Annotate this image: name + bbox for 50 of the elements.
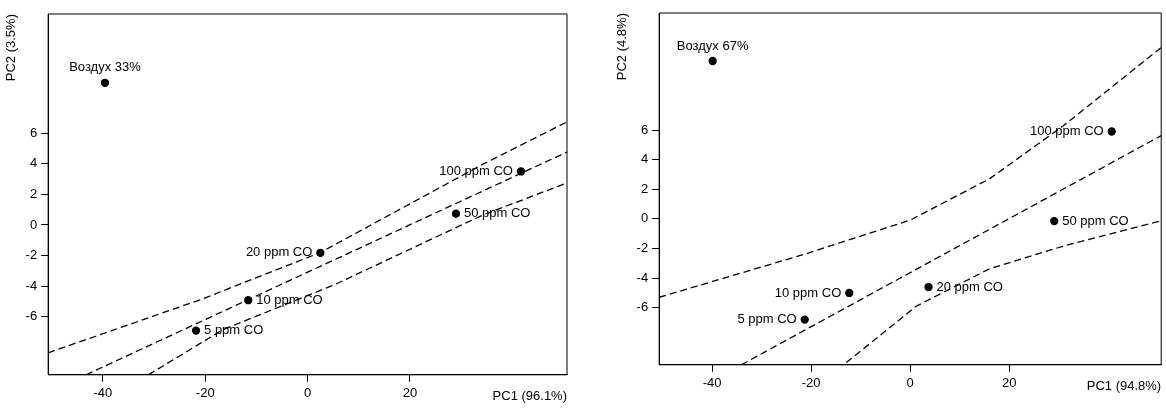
- annotation: 5 ppm CO: [204, 322, 264, 338]
- y-tick-label: -6: [636, 299, 649, 315]
- y-tick-label: -6: [25, 308, 38, 324]
- annotation: 5 ppm CO: [737, 311, 797, 327]
- annotation: 10 ppm CO: [774, 284, 842, 300]
- annotation: 20 ppm CO: [936, 278, 1003, 294]
- annotation: 100 ppm CO: [439, 163, 513, 179]
- x-axis-title: PC1 (96.1%): [492, 387, 567, 403]
- x-tick-label: 0: [303, 385, 312, 401]
- y-tick-label: 2: [29, 185, 38, 201]
- x-tick-label: -40: [702, 375, 722, 391]
- annotation: 100 ppm CO: [1029, 123, 1104, 139]
- y-tick-label: 6: [29, 124, 38, 140]
- y-tick-label: 4: [640, 151, 649, 167]
- annotation: Воздух 33%: [69, 59, 142, 75]
- x-tick-label: 20: [402, 385, 418, 401]
- annotation: 10 ppm CO: [256, 291, 323, 307]
- annotation: 50 ppm CO: [1062, 212, 1129, 228]
- point: [316, 248, 325, 257]
- y-tick-label: -4: [25, 277, 38, 293]
- y-axis-title: PC2 (3.5%): [3, 14, 19, 82]
- x-axis-title: PC1 (94.8%): [1086, 377, 1162, 393]
- annotation: Воздух 67%: [676, 37, 749, 53]
- y-tick-label: 6: [640, 121, 649, 137]
- y-tick-label: -2: [636, 240, 649, 256]
- point: [800, 315, 809, 324]
- point: [708, 56, 717, 66]
- y-axis-title: PC2 (4.8%): [614, 13, 630, 81]
- y-tick-label: 2: [640, 180, 649, 196]
- point: [924, 282, 933, 292]
- y-tick-label: -2: [25, 247, 38, 263]
- point: [516, 167, 526, 176]
- x-tick-label: -20: [801, 375, 821, 391]
- point: [191, 326, 201, 335]
- y-tick-label: 0: [640, 210, 649, 226]
- point: [1050, 216, 1059, 226]
- x-tick-label: -20: [195, 385, 215, 401]
- point: [845, 288, 854, 298]
- x-tick-label: 0: [906, 375, 914, 391]
- annotation: 20 ppm CO: [245, 244, 313, 260]
- point: [1107, 127, 1116, 136]
- annotation: 50 ppm CO: [463, 205, 531, 221]
- point: [244, 296, 253, 305]
- x-tick-label: -40: [93, 385, 113, 401]
- y-tick-label: 4: [29, 155, 38, 171]
- point: [451, 209, 461, 218]
- y-tick-label: -4: [636, 269, 649, 285]
- point: [100, 78, 110, 87]
- y-tick-label: 0: [29, 216, 38, 232]
- x-tick-label: 20: [1001, 375, 1017, 391]
